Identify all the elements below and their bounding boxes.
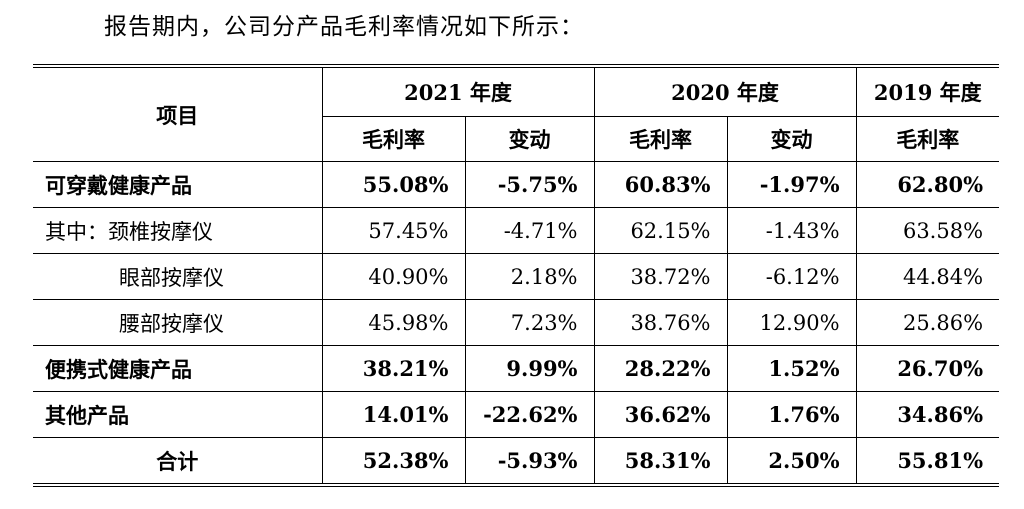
subheader-margin-2021: 毛利率 bbox=[322, 116, 466, 162]
cell-value: -1.43% bbox=[726, 207, 857, 254]
cell-value: 14.01% bbox=[321, 391, 466, 438]
row-label: 合计 bbox=[33, 437, 323, 487]
cell-value: 45.98% bbox=[321, 299, 466, 346]
subheader-change-2020: 变动 bbox=[726, 116, 857, 162]
cell-value: 60.83% bbox=[593, 161, 728, 208]
year-header-2021: 2021 年度 bbox=[321, 64, 595, 117]
cell-value: -22.62% bbox=[464, 391, 595, 438]
table-row: 便携式健康产品 38.21% 9.99% 28.22% 1.52% 26.70% bbox=[33, 345, 1000, 392]
cell-value: 7.23% bbox=[464, 299, 595, 346]
cell-value: 25.86% bbox=[855, 299, 1000, 346]
header-row-metrics: 毛利率 变动 毛利率 变动 毛利率 bbox=[33, 116, 1000, 162]
cell-value: 57.45% bbox=[321, 207, 466, 254]
header-row-years: 项目 2021 年度 2020 年度 2019 年度 bbox=[33, 64, 1000, 162]
gross-margin-table-container: 项目 2021 年度 2020 年度 2019 年度 毛利率 变动 毛利率 变动… bbox=[33, 64, 1000, 487]
table-row: 腰部按摩仪 45.98% 7.23% 38.76% 12.90% 25.86% bbox=[33, 299, 1000, 346]
cell-value: 2.50% bbox=[726, 437, 857, 487]
table-row-total: 合计 52.38% -5.93% 58.31% 2.50% 55.81% bbox=[33, 437, 1000, 487]
cell-value: 40.90% bbox=[321, 253, 466, 300]
year-header-2019: 2019 年度 bbox=[855, 64, 1000, 117]
cell-value: -5.93% bbox=[464, 437, 595, 487]
cell-value: 1.76% bbox=[726, 391, 857, 438]
table-row: 可穿戴健康产品 55.08% -5.75% 60.83% -1.97% 62.8… bbox=[33, 161, 1000, 208]
cell-value: -4.71% bbox=[464, 207, 595, 254]
table-row: 眼部按摩仪 40.90% 2.18% 38.72% -6.12% 44.84% bbox=[33, 253, 1000, 300]
cell-value: 38.72% bbox=[593, 253, 728, 300]
cell-value: 55.08% bbox=[321, 161, 466, 208]
cell-value: 58.31% bbox=[593, 437, 728, 487]
cell-value: 62.15% bbox=[593, 207, 728, 254]
row-label: 眼部按摩仪 bbox=[33, 253, 323, 300]
cell-value: 9.99% bbox=[464, 345, 595, 392]
cell-value: 63.58% bbox=[855, 207, 1000, 254]
year-header-2020: 2020 年度 bbox=[593, 64, 857, 117]
row-label: 其他产品 bbox=[33, 391, 323, 438]
cell-value: 52.38% bbox=[321, 437, 466, 487]
item-header: 项目 bbox=[33, 64, 323, 162]
subheader-change-2021: 变动 bbox=[464, 116, 595, 162]
subheader-margin-2019: 毛利率 bbox=[855, 116, 1000, 162]
cell-value: 34.86% bbox=[855, 391, 1000, 438]
intro-paragraph: 报告期内，公司分产品毛利率情况如下所示： bbox=[104, 14, 584, 40]
cell-value: 1.52% bbox=[726, 345, 857, 392]
table-row: 其他产品 14.01% -22.62% 36.62% 1.76% 34.86% bbox=[33, 391, 1000, 438]
cell-value: 38.76% bbox=[593, 299, 728, 346]
cell-value: 44.84% bbox=[855, 253, 1000, 300]
cell-value: 38.21% bbox=[321, 345, 466, 392]
row-label: 其中：颈椎按摩仪 bbox=[33, 207, 323, 254]
cell-value: 12.90% bbox=[726, 299, 857, 346]
cell-value: -6.12% bbox=[726, 253, 857, 300]
table-row: 其中：颈椎按摩仪 57.45% -4.71% 62.15% -1.43% 63.… bbox=[33, 207, 1000, 254]
row-label: 可穿戴健康产品 bbox=[33, 161, 323, 208]
cell-value: 55.81% bbox=[855, 437, 1000, 487]
row-label: 便携式健康产品 bbox=[33, 345, 323, 392]
cell-value: 28.22% bbox=[593, 345, 728, 392]
row-label: 腰部按摩仪 bbox=[33, 299, 323, 346]
cell-value: -5.75% bbox=[464, 161, 595, 208]
cell-value: -1.97% bbox=[726, 161, 857, 208]
cell-value: 26.70% bbox=[855, 345, 1000, 392]
cell-value: 2.18% bbox=[464, 253, 595, 300]
subheader-margin-2020: 毛利率 bbox=[593, 116, 728, 162]
cell-value: 36.62% bbox=[593, 391, 728, 438]
gross-margin-table: 项目 2021 年度 2020 年度 2019 年度 毛利率 变动 毛利率 变动… bbox=[33, 64, 1000, 487]
cell-value: 62.80% bbox=[855, 161, 1000, 208]
